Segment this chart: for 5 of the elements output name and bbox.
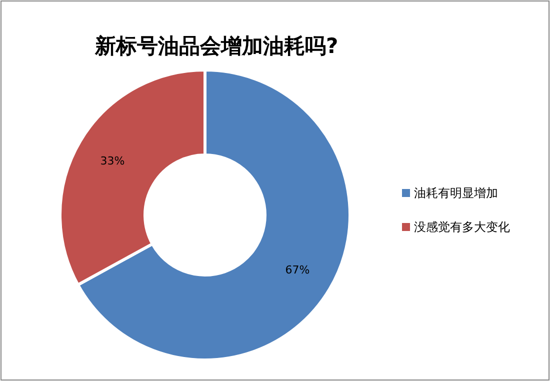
- legend-label: 没感觉有多大变化: [414, 220, 510, 234]
- data-label: 67%: [285, 264, 310, 277]
- legend-label: 油耗有明显增加: [414, 186, 498, 200]
- data-label: 33%: [100, 154, 125, 168]
- chart-title: 新标号油品会增加油耗吗?: [94, 34, 338, 58]
